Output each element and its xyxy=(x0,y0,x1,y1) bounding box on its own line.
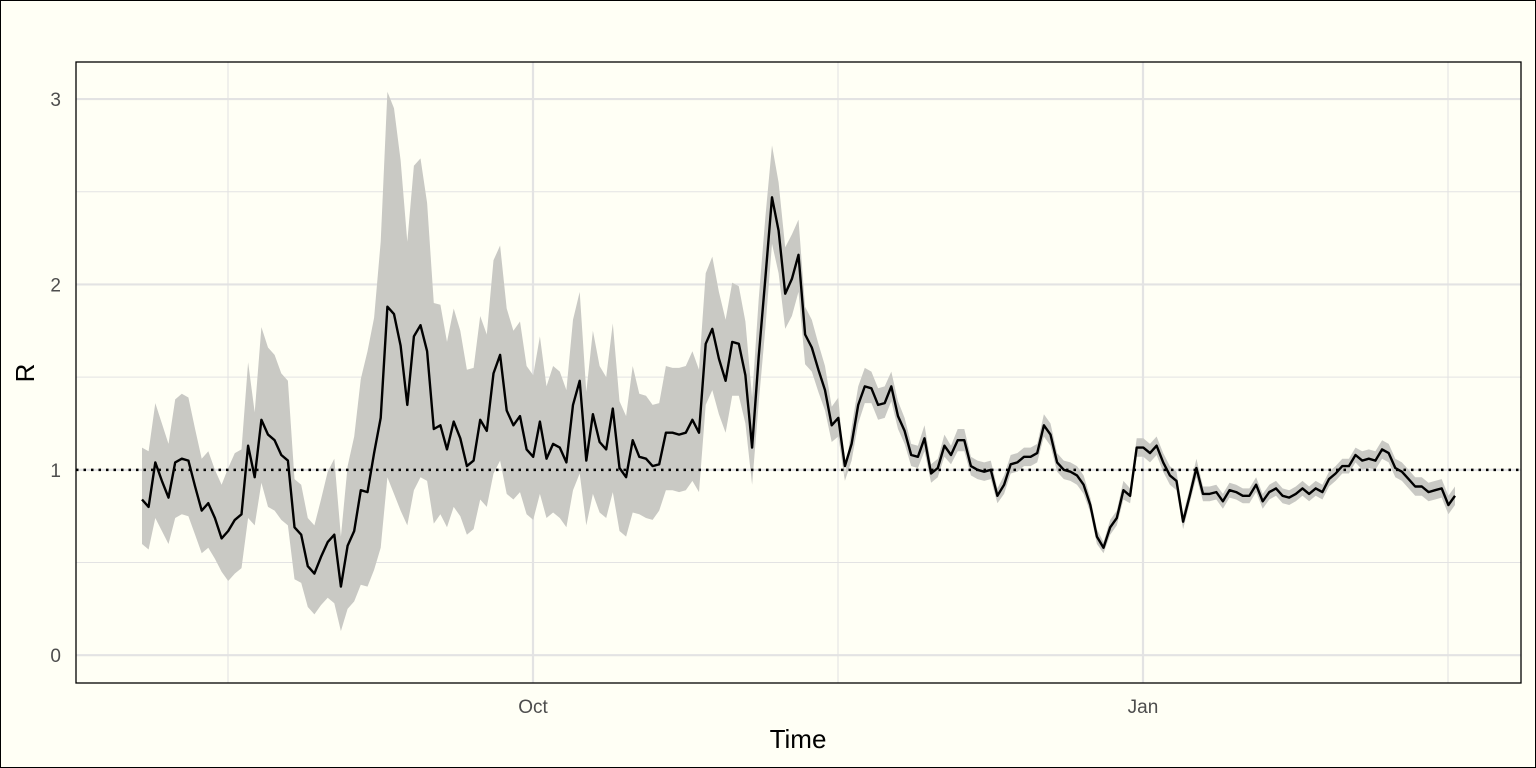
x-tick-label: Jan xyxy=(1128,697,1159,718)
x-axis: Oct Jan xyxy=(518,697,1158,718)
panel-border xyxy=(75,61,1522,684)
y-tick-label: 0 xyxy=(50,646,61,667)
y-tick-label: 2 xyxy=(50,275,61,296)
y-tick-label: 1 xyxy=(50,461,61,482)
y-tick-label: 3 xyxy=(50,90,61,111)
confidence-ribbon xyxy=(142,91,1455,632)
r-estimate-line xyxy=(141,196,1456,588)
y-axis: 0 1 2 3 xyxy=(50,90,61,667)
x-tick-label: Oct xyxy=(518,697,548,718)
x-axis-title: Time xyxy=(770,724,827,754)
grid xyxy=(76,62,1521,683)
y-axis-title: R xyxy=(10,364,40,383)
